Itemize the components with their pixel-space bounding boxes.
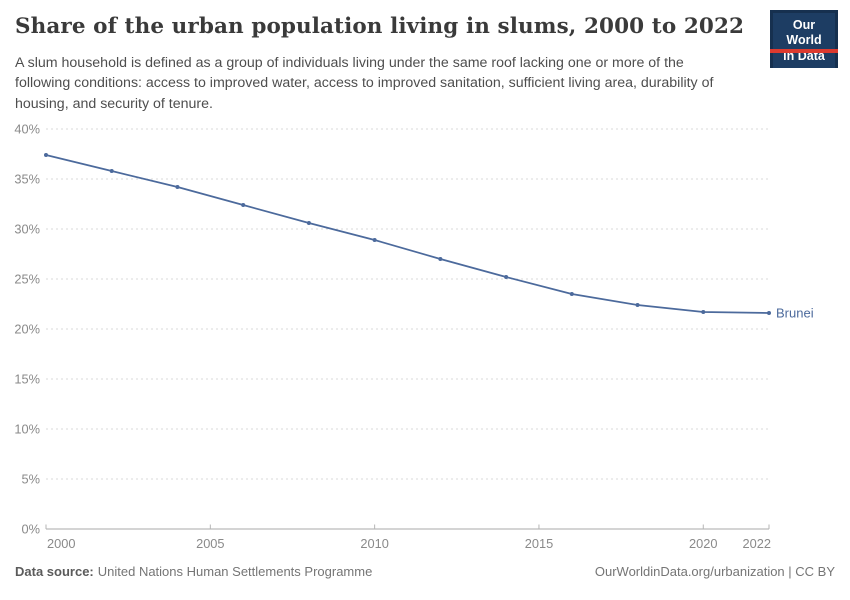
x-tick-label: 2005: [196, 536, 224, 551]
y-tick-label: 40%: [14, 122, 40, 137]
y-tick-label: 35%: [14, 172, 40, 187]
x-tick-label: 2020: [689, 536, 717, 551]
data-point[interactable]: [306, 221, 311, 225]
x-tick-label: 2015: [525, 536, 553, 551]
series-end-label[interactable]: Brunei: [776, 305, 814, 320]
data-point[interactable]: [767, 311, 771, 315]
owid-logo[interactable]: Our World in Data: [770, 10, 838, 68]
y-tick-label: 10%: [14, 422, 40, 437]
x-tick-label: 2022: [743, 536, 771, 551]
owid-logo-line1: Our World: [786, 18, 822, 48]
chart-svg[interactable]: 0% 5% 10% 15% 20% 25% 30% 35% 40% 2000 2005 2010 201…: [0, 112, 850, 564]
data-point[interactable]: [44, 153, 48, 157]
owid-logo-stripe: [770, 49, 838, 53]
data-point[interactable]: [504, 275, 509, 279]
attribution-link[interactable]: OurWorldinData.org/urbanization | CC BY: [594, 564, 835, 579]
data-point[interactable]: [569, 292, 574, 296]
data-point[interactable]: [701, 310, 706, 314]
y-tick-label: 25%: [14, 272, 40, 287]
data-point[interactable]: [635, 303, 640, 307]
data-point[interactable]: [372, 238, 377, 242]
y-tick-label: 0%: [22, 522, 41, 537]
chart-footer: Data source: United Nations Human Settlem…: [15, 564, 835, 579]
chart-subtitle: A slum household is defined as a group o…: [15, 55, 714, 112]
data-source-value: United Nations Human Settlements Program…: [97, 564, 373, 579]
y-tick-label: 20%: [14, 322, 40, 337]
data-source: Data source: United Nations Human Settlem…: [15, 564, 372, 579]
data-source-label: Data source:: [15, 564, 94, 579]
x-tick-label: 2010: [360, 536, 388, 551]
data-point[interactable]: [438, 257, 443, 261]
series-line[interactable]: [45, 154, 770, 314]
data-point[interactable]: [241, 203, 246, 207]
y-tick-label: 30%: [14, 222, 40, 237]
data-point[interactable]: [175, 185, 180, 189]
y-tick-label: 15%: [14, 372, 40, 387]
y-tick-label: 5%: [22, 472, 41, 487]
page-title: Share of the urban population living in …: [15, 14, 745, 39]
data-point[interactable]: [109, 169, 114, 173]
x-tick-label: 2000: [47, 536, 75, 551]
